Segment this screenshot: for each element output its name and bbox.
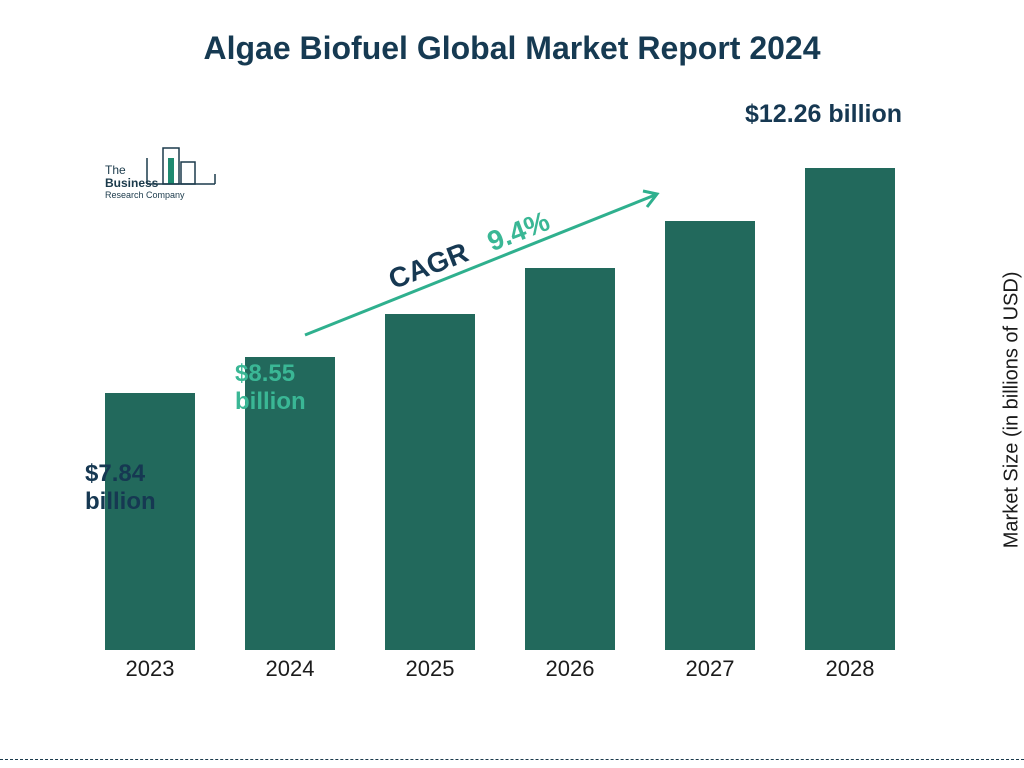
chart-title: Algae Biofuel Global Market Report 2024: [0, 30, 1024, 67]
x-label-2023: 2023: [105, 650, 195, 690]
x-label-2027: 2027: [665, 650, 755, 690]
value-label-2028: $12.26 billion: [745, 100, 902, 129]
x-label-2026: 2026: [525, 650, 615, 690]
bar-2027: [665, 221, 755, 650]
x-label-2028: 2028: [805, 650, 895, 690]
bar-2025: [385, 314, 475, 650]
value-label-2023: $7.84 billion: [85, 460, 156, 515]
value-label-2024: $8.55 billion: [235, 360, 306, 415]
x-label-2024: 2024: [245, 650, 335, 690]
x-axis-labels: 2023 2024 2025 2026 2027 2028: [80, 650, 920, 690]
bar-2023: [105, 393, 195, 650]
bar-2028: [805, 168, 895, 650]
footer-divider: [0, 759, 1024, 760]
y-axis-label: Market Size (in billions of USD): [1001, 272, 1024, 549]
cagr-annotation: CAGR 9.4%: [295, 175, 675, 345]
x-label-2025: 2025: [385, 650, 475, 690]
